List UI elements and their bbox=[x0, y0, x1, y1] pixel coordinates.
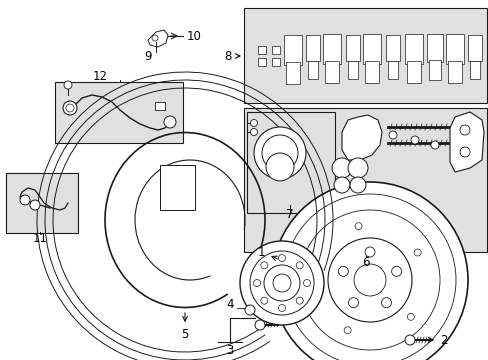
Bar bbox=[445, 34, 463, 64]
Circle shape bbox=[20, 195, 30, 205]
Bar bbox=[307, 61, 317, 79]
Bar bbox=[160, 165, 195, 210]
Circle shape bbox=[333, 177, 349, 193]
Circle shape bbox=[381, 298, 391, 308]
Circle shape bbox=[413, 249, 420, 256]
Bar bbox=[258, 58, 265, 66]
Circle shape bbox=[391, 266, 401, 276]
Circle shape bbox=[430, 141, 438, 149]
Circle shape bbox=[354, 223, 361, 230]
Bar bbox=[6, 173, 78, 233]
Bar bbox=[467, 35, 481, 61]
Bar bbox=[347, 61, 357, 79]
Circle shape bbox=[271, 182, 467, 360]
Circle shape bbox=[264, 265, 299, 301]
Circle shape bbox=[327, 238, 411, 322]
Polygon shape bbox=[449, 112, 483, 172]
Circle shape bbox=[338, 266, 347, 276]
Circle shape bbox=[249, 251, 313, 315]
Circle shape bbox=[459, 125, 469, 135]
Circle shape bbox=[404, 335, 414, 345]
Circle shape bbox=[364, 247, 374, 257]
Circle shape bbox=[265, 153, 293, 181]
Text: 7: 7 bbox=[285, 208, 293, 221]
Circle shape bbox=[284, 194, 455, 360]
Text: 11: 11 bbox=[32, 231, 47, 244]
Bar bbox=[406, 61, 420, 83]
Circle shape bbox=[349, 177, 365, 193]
Circle shape bbox=[331, 158, 351, 178]
Circle shape bbox=[163, 116, 176, 128]
Bar bbox=[244, 108, 486, 252]
Circle shape bbox=[353, 264, 385, 296]
Bar bbox=[447, 61, 461, 83]
Circle shape bbox=[303, 279, 310, 287]
Circle shape bbox=[347, 158, 367, 178]
Bar bbox=[346, 35, 359, 61]
Text: 5: 5 bbox=[181, 313, 188, 341]
Circle shape bbox=[388, 131, 396, 139]
Circle shape bbox=[253, 279, 260, 287]
Text: 1: 1 bbox=[258, 246, 277, 261]
Bar bbox=[323, 34, 340, 64]
Text: 6: 6 bbox=[362, 256, 369, 269]
Circle shape bbox=[66, 104, 74, 112]
Bar bbox=[271, 46, 280, 54]
Circle shape bbox=[250, 120, 257, 126]
Bar bbox=[258, 46, 265, 54]
Bar bbox=[387, 61, 397, 79]
Bar bbox=[469, 61, 479, 79]
Bar bbox=[305, 35, 319, 61]
Circle shape bbox=[244, 305, 254, 315]
Circle shape bbox=[262, 135, 297, 171]
Bar bbox=[271, 58, 280, 66]
Bar bbox=[155, 102, 164, 110]
Circle shape bbox=[344, 327, 350, 334]
Circle shape bbox=[240, 241, 324, 325]
Circle shape bbox=[30, 200, 40, 210]
Bar bbox=[55, 82, 183, 143]
Circle shape bbox=[253, 127, 305, 179]
Bar bbox=[362, 34, 380, 64]
Text: 2: 2 bbox=[418, 333, 447, 346]
Bar bbox=[285, 62, 299, 84]
Bar bbox=[364, 61, 378, 83]
Bar bbox=[244, 8, 486, 103]
Circle shape bbox=[260, 297, 267, 304]
Text: 3: 3 bbox=[226, 343, 233, 356]
Circle shape bbox=[64, 81, 72, 89]
Circle shape bbox=[278, 305, 285, 311]
Circle shape bbox=[311, 271, 318, 278]
Circle shape bbox=[348, 298, 358, 308]
Circle shape bbox=[459, 147, 469, 157]
Bar bbox=[284, 35, 302, 65]
Circle shape bbox=[272, 274, 290, 292]
Bar bbox=[428, 60, 440, 80]
Circle shape bbox=[410, 136, 418, 144]
Circle shape bbox=[250, 129, 257, 135]
Text: 10: 10 bbox=[186, 30, 201, 42]
Polygon shape bbox=[148, 30, 168, 47]
Bar bbox=[246, 112, 334, 213]
Bar bbox=[385, 35, 399, 61]
Text: 9: 9 bbox=[144, 49, 151, 63]
Circle shape bbox=[296, 262, 303, 269]
Circle shape bbox=[299, 210, 439, 350]
Circle shape bbox=[152, 35, 158, 41]
Circle shape bbox=[260, 262, 267, 269]
Text: 8: 8 bbox=[224, 49, 240, 63]
Bar bbox=[404, 34, 422, 64]
Polygon shape bbox=[341, 115, 381, 160]
Bar bbox=[426, 34, 442, 62]
Text: 4: 4 bbox=[226, 297, 233, 310]
Text: 12: 12 bbox=[92, 69, 107, 82]
Circle shape bbox=[278, 255, 285, 261]
Circle shape bbox=[296, 297, 303, 304]
Circle shape bbox=[407, 313, 413, 320]
Circle shape bbox=[254, 320, 264, 330]
Bar bbox=[325, 61, 338, 83]
Circle shape bbox=[63, 101, 77, 115]
